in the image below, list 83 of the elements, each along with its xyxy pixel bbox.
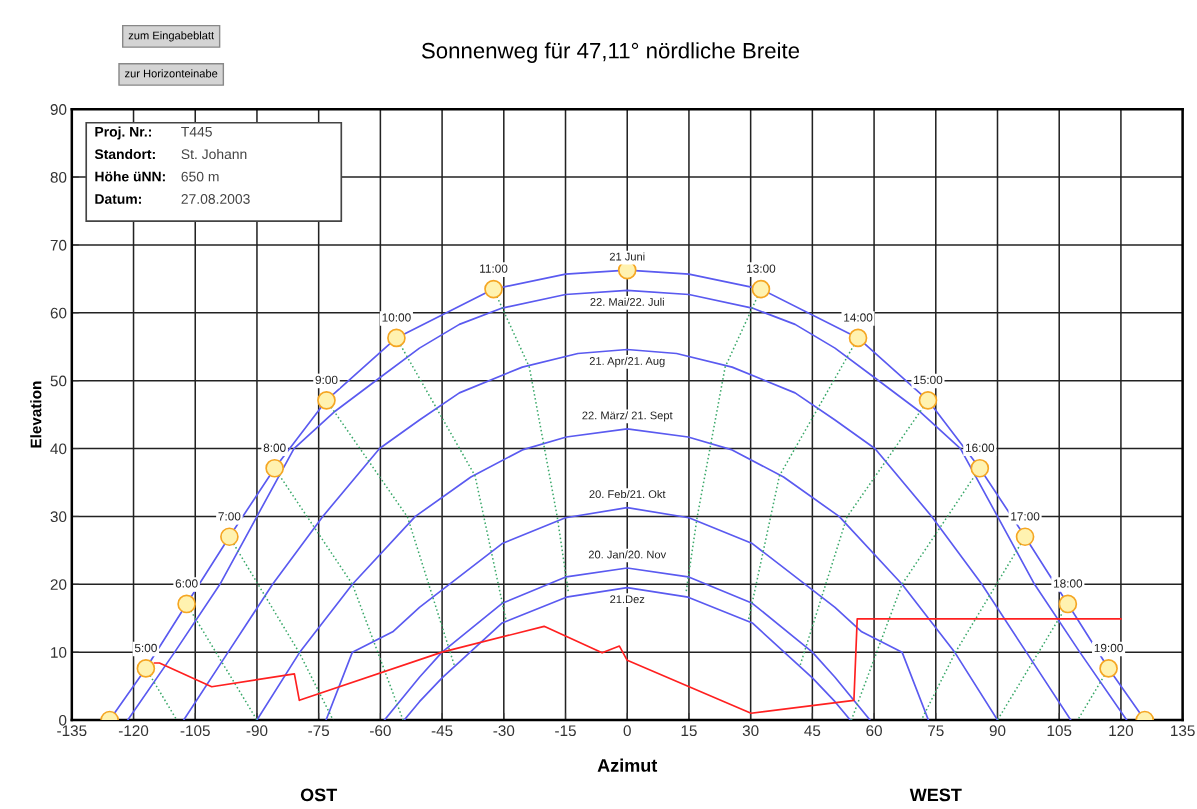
x-tick-label: 60 (866, 725, 882, 737)
point (484, 279, 503, 299)
annotation: Höhe üNN: (95, 171, 165, 182)
annotation: 9:00 (315, 375, 338, 385)
point (177, 594, 196, 614)
series-label: 21 Juni (609, 252, 645, 261)
x-tick-label: 105 (1047, 725, 1072, 737)
y-tick-label: 90 (50, 104, 67, 115)
point (265, 458, 284, 478)
point (317, 391, 336, 410)
chart-title: Sonnenweg für 47,11° nördliche Breite (421, 42, 800, 63)
x-axis-title: Azimut (597, 758, 658, 772)
x-tick-label: 45 (804, 725, 821, 737)
y-tick-label: 80 (50, 171, 67, 183)
series-label: 20. Feb/21. Okt (589, 489, 666, 499)
series-label: 20. Jan/20. Nov (588, 550, 667, 559)
line-series (256, 428, 999, 721)
annotation: 10:00 (382, 313, 411, 322)
annotation: 27.08.2003 (181, 194, 250, 204)
annotation: 17:00 (1011, 512, 1040, 521)
annotation: Datum: (95, 194, 141, 204)
y-axis-title: Elevation (30, 381, 42, 448)
x-tick-label: -30 (493, 725, 515, 737)
point (751, 279, 771, 299)
annotation: 15:00 (914, 375, 943, 385)
point (970, 458, 990, 478)
series-label: 21. Apr/21. Aug (589, 356, 665, 368)
series-label: 22. März/ 21. Sept (582, 411, 673, 422)
y-tick-label: 0 (59, 714, 67, 726)
text: WEST (909, 788, 962, 802)
point (1015, 527, 1035, 547)
annotation: 8:00 (263, 443, 286, 452)
annotation: Proj. Nr.: (95, 126, 151, 140)
x-tick-label: 90 (989, 725, 1006, 737)
line-series (383, 567, 871, 721)
annotation: 7:00 (218, 512, 241, 521)
series-label: 22. Mai/22. Juli (590, 297, 664, 306)
y-tick-label: 70 (50, 239, 67, 251)
y-tick-label: 20 (50, 579, 67, 590)
line-series (325, 506, 930, 721)
x-tick-label: 75 (928, 725, 944, 737)
annotation: 18:00 (1053, 579, 1083, 588)
point (848, 328, 868, 348)
y-tick-label: 50 (50, 375, 67, 387)
series-label: 21.Dez (610, 595, 645, 604)
x-tick-label: -45 (431, 725, 453, 737)
annotation: 14:00 (844, 313, 873, 322)
text: OST (300, 788, 338, 802)
text: zum Eingabeblatt (128, 31, 215, 42)
point (1099, 659, 1118, 678)
y-tick-label: 40 (50, 443, 67, 455)
annotation: 11:00 (480, 264, 508, 273)
annotation: 5:00 (134, 643, 157, 653)
annotation: 650 m (181, 171, 219, 182)
point (136, 659, 156, 678)
x-tick-label: -105 (180, 725, 210, 737)
annotation: 19:00 (1094, 643, 1123, 653)
annotation: 16:00 (965, 443, 995, 452)
text: zur Horizonteinabe (124, 69, 218, 78)
annotation: 13:00 (747, 264, 776, 273)
point (220, 527, 239, 547)
y-tick-label: 30 (50, 511, 67, 523)
annotation: Standort: (94, 148, 155, 160)
x-tick-label: 0 (623, 725, 631, 737)
x-tick-label: 15 (681, 725, 697, 737)
x-tick-label: 135 (1171, 725, 1195, 737)
y-tick-label: 10 (51, 647, 67, 658)
annotation: St. Johann (181, 148, 247, 160)
y-tick-label: 60 (50, 307, 67, 319)
x-tick-label: 120 (1109, 725, 1134, 737)
x-tick-label: -75 (308, 725, 330, 737)
annotation: T445 (181, 127, 212, 137)
x-tick-label: -60 (370, 725, 391, 737)
x-tick-label: -135 (57, 725, 87, 737)
line-series (403, 586, 852, 721)
annotation: 6:00 (175, 579, 198, 588)
x-tick-label: -15 (555, 725, 576, 737)
x-tick-label: 30 (742, 725, 759, 737)
point (1058, 594, 1078, 614)
x-tick-label: -120 (118, 725, 149, 737)
point (918, 391, 938, 410)
point (387, 328, 406, 348)
x-tick-label: -90 (246, 725, 268, 737)
